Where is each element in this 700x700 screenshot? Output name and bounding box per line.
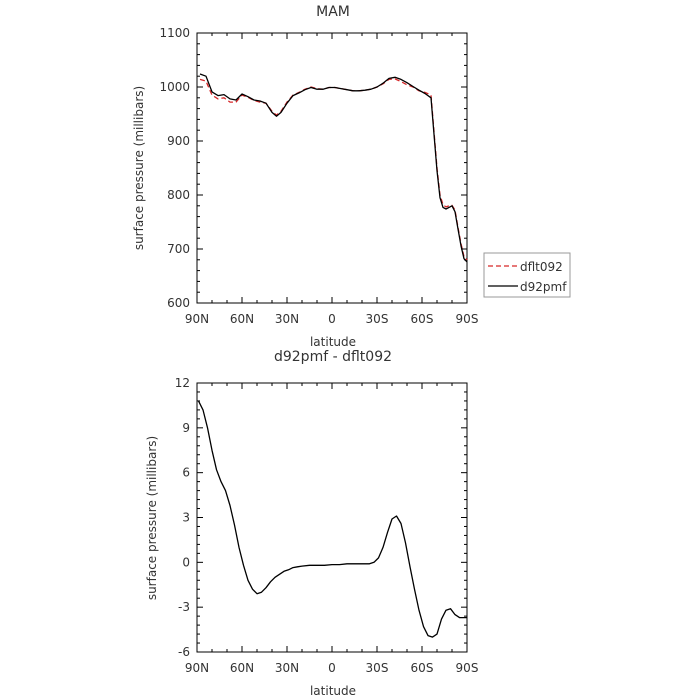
top-chart-x-axis-label: latitude <box>310 335 356 349</box>
top-x-tick-label: 60N <box>230 312 254 326</box>
legend-label-d92pmf: d92pmf <box>520 280 567 294</box>
top-x-tick-label: 0 <box>328 312 336 326</box>
bottom-chart-panel: d92pmf - dflt092 90N 60N 30N 0 30S 60S 90S -6 -3… <box>145 349 478 698</box>
bottom-chart-title: d92pmf - dflt092 <box>274 349 392 365</box>
bottom-x-tick-label: 90N <box>185 661 209 675</box>
bottom-x-tick-label: 0 <box>328 661 336 675</box>
top-y-tick-label: 700 <box>167 242 190 256</box>
top-y-tick-label: 600 <box>167 296 190 310</box>
top-y-tick-label: 1000 <box>159 80 190 94</box>
legend-label-dflt092: dflt092 <box>520 260 563 274</box>
bottom-chart-x-axis-label: latitude <box>310 684 356 698</box>
top-x-tick-label: 90S <box>456 312 479 326</box>
top-chart-legend: dflt092 d92pmf <box>483 252 571 298</box>
top-x-tick-label: 30N <box>275 312 299 326</box>
top-chart-panel: MAM 90N 60N 30N 0 30S 60S 90S 600 700 800 900 1000 1… <box>132 4 571 349</box>
bottom-x-tick-label: 60S <box>411 661 434 675</box>
top-y-tick-label: 800 <box>167 188 190 202</box>
bottom-x-tick-label: 60N <box>230 661 254 675</box>
top-series-line-d92pmf <box>199 73 468 263</box>
top-x-tick-label: 30S <box>366 312 389 326</box>
bottom-y-tick-label: 12 <box>175 376 190 390</box>
bottom-y-tick-label: 6 <box>182 466 190 480</box>
top-chart-y-axis-label: surface pressure (millibars) <box>132 86 146 250</box>
bottom-y-tick-label: 0 <box>182 555 190 569</box>
bottom-chart-y-axis-label: surface pressure (millibars) <box>145 436 159 600</box>
legend-box <box>483 252 571 298</box>
bottom-x-tick-label: 30S <box>366 661 389 675</box>
top-y-tick-label: 1100 <box>159 26 190 40</box>
bottom-x-tick-label: 30N <box>275 661 299 675</box>
bottom-series-line-difference <box>197 400 467 638</box>
bottom-x-tick-label: 90S <box>456 661 479 675</box>
bottom-y-tick-label: 3 <box>182 511 190 525</box>
top-y-tick-label: 900 <box>167 134 190 148</box>
top-x-tick-label: 60S <box>411 312 434 326</box>
bottom-y-tick-label: -3 <box>178 600 190 614</box>
top-chart-title: MAM <box>316 4 350 20</box>
bottom-chart-plot-area: 90N 60N 30N 0 30S 60S 90S -6 -3 0 3 6 9 12 <box>175 376 479 675</box>
bottom-y-tick-label: 9 <box>182 421 190 435</box>
top-x-tick-label: 90N <box>185 312 209 326</box>
top-chart-plot-area: 90N 60N 30N 0 30S 60S 90S 600 700 800 900 1000 1100 <box>159 26 478 326</box>
bottom-y-tick-label: -6 <box>178 645 190 659</box>
